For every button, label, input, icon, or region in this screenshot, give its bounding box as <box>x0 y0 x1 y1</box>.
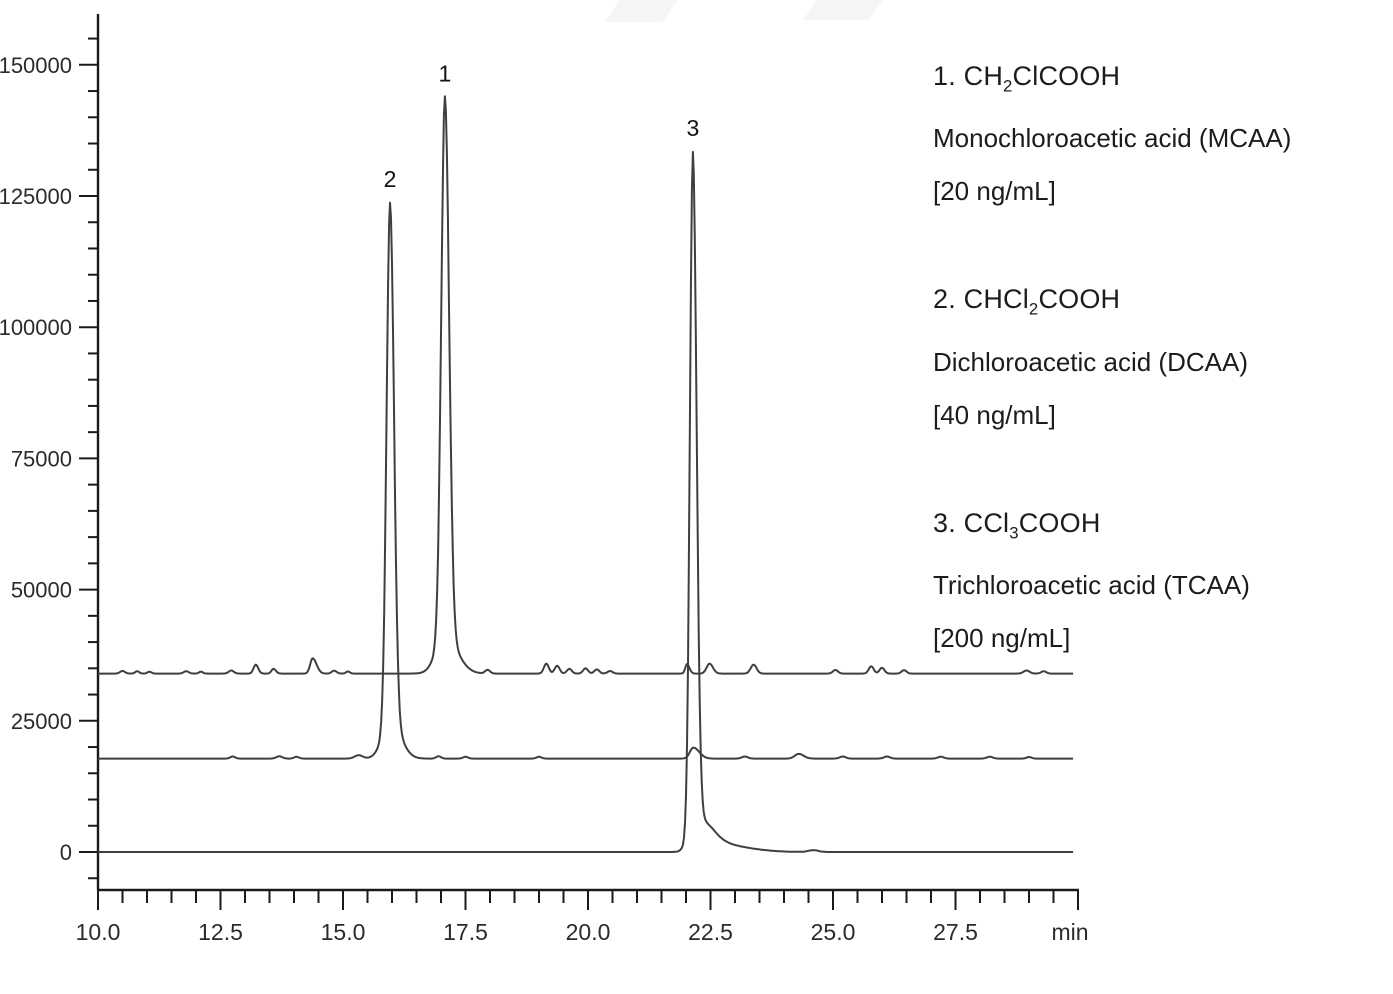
legend-compound-name-tcaa: Trichloroacetic acid (TCAA) <box>933 570 1250 601</box>
legend-item-dcaa: 2. CHCl2COOH Dichloroacetic acid (DCAA) … <box>933 273 1291 441</box>
legend-concentration-tcaa: [200 ng/mL] <box>933 623 1071 654</box>
legend-formula-dcaa: 2. CHCl2COOH <box>933 284 1121 319</box>
y-tick-label: 25000 <box>11 709 72 734</box>
legend-concentration-mcaa: [20 ng/mL] <box>933 176 1056 207</box>
y-tick-label: 50000 <box>11 578 72 603</box>
x-tick-label: 10.0 <box>76 919 121 945</box>
legend-item-tcaa: 3. CCl3COOH Trichloroacetic acid (TCAA) … <box>933 497 1291 665</box>
trace-dcaa <box>98 201 1074 760</box>
x-tick-label: 22.5 <box>688 919 733 945</box>
legend-formula-tcaa: 3. CCl3COOH <box>933 507 1101 543</box>
x-tick-label: 12.5 <box>198 919 243 945</box>
peak-legend: 1. CH2ClCOOH Monochloroacetic acid (MCAA… <box>933 50 1291 720</box>
legend-compound-name-mcaa: Monochloroacetic acid (MCAA) <box>933 123 1292 154</box>
trace-mcaa <box>98 95 1074 675</box>
peak-number-label: 3 <box>686 115 699 141</box>
legend-formula-mcaa: 1. CH2ClCOOH <box>933 61 1121 96</box>
peak-number-label: 1 <box>439 60 452 86</box>
peak-number-label: 2 <box>384 166 397 192</box>
trace-tcaa <box>98 150 1074 853</box>
y-tick-label: 150000 <box>0 53 72 78</box>
x-tick-label: 20.0 <box>566 919 611 945</box>
y-tick-label: 75000 <box>11 446 72 471</box>
x-tick-label: 15.0 <box>321 919 366 945</box>
y-tick-label: 0 <box>60 840 72 865</box>
legend-concentration-dcaa: [40 ng/mL] <box>933 399 1056 430</box>
x-axis-unit-label: min <box>1051 919 1088 945</box>
legend-compound-name-dcaa: Dichloroacetic acid (DCAA) <box>933 346 1248 377</box>
legend-item-mcaa: 1. CH2ClCOOH Monochloroacetic acid (MCAA… <box>933 50 1291 218</box>
x-tick-label: 27.5 <box>933 919 978 945</box>
x-tick-label: 17.5 <box>443 919 488 945</box>
y-tick-label: 125000 <box>0 184 72 209</box>
x-tick-label: 25.0 <box>811 919 856 945</box>
y-tick-label: 100000 <box>0 315 72 340</box>
